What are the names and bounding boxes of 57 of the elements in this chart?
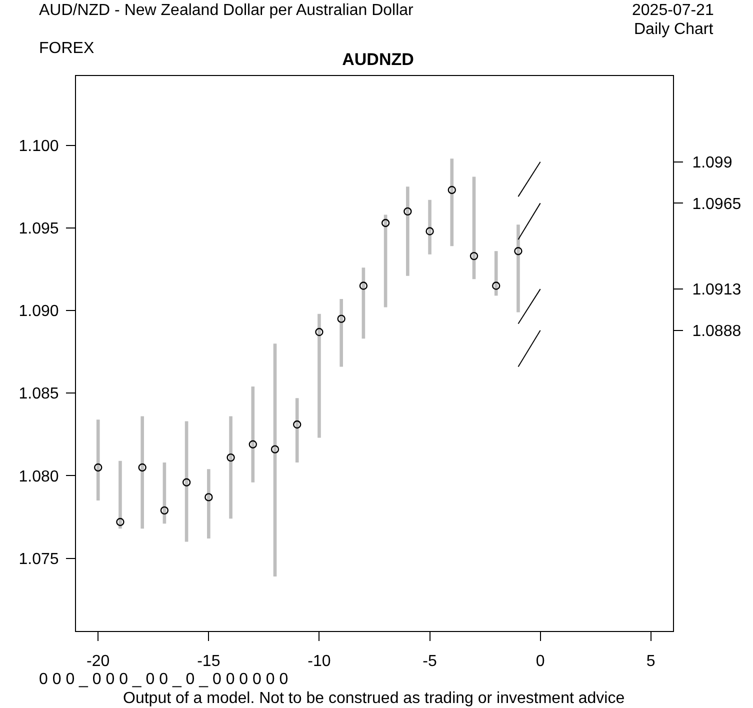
bar	[406, 186, 410, 276]
bar	[118, 460, 122, 529]
point	[204, 493, 213, 502]
y-tick-label: 1.080	[18, 468, 59, 486]
point	[448, 186, 456, 194]
x-tick-label: 5	[646, 653, 656, 670]
point	[226, 453, 235, 462]
bar	[295, 398, 299, 463]
bar	[96, 420, 100, 501]
text: Output of a model. Not to be construed as trading or investment advice	[123, 690, 625, 707]
point	[337, 314, 346, 323]
point	[404, 207, 412, 216]
point	[94, 463, 102, 472]
y2-tick-label: 1.099	[692, 154, 732, 172]
point	[514, 246, 522, 256]
point	[470, 252, 478, 260]
x-tick-label: -10	[308, 653, 331, 670]
bar	[516, 224, 520, 312]
point	[270, 445, 280, 454]
text: FOREX	[39, 40, 94, 57]
point	[426, 227, 434, 236]
y2-tick-label: 1.0913	[692, 282, 742, 299]
point	[138, 463, 146, 472]
point	[359, 282, 368, 290]
bar	[229, 416, 232, 519]
point	[116, 518, 124, 526]
point	[248, 440, 257, 448]
bar	[318, 314, 321, 438]
bar	[450, 158, 454, 246]
text: Daily Chart	[634, 21, 714, 38]
y2-tick-label: 1.0965	[692, 196, 742, 213]
y-tick-label: 1.095	[18, 220, 59, 238]
bar	[251, 386, 255, 482]
y-tick-label: 1.075	[18, 550, 59, 568]
point	[381, 218, 390, 228]
point	[315, 328, 324, 336]
point	[293, 420, 302, 429]
chart-title: AUDNZD	[342, 50, 414, 69]
x-tick-label: -20	[86, 653, 110, 670]
chart-subtitle: AUD/NZD - New Zealand Dollar per Australian Dollar	[39, 2, 414, 19]
text: 0 0 0 _ 0 0 0 _ 0 0 _ 0 _ 0 0 0 0 0 0	[39, 671, 288, 688]
y-tick-label: 1.100	[18, 138, 59, 155]
bar	[140, 416, 144, 529]
y-tick-label: 1.090	[18, 303, 59, 320]
point	[492, 282, 500, 290]
point	[160, 506, 169, 515]
text: 2025-07-21	[632, 2, 714, 19]
bar	[428, 200, 432, 254]
y-tick-label: 1.085	[18, 386, 59, 403]
x-tick-label: -15	[197, 653, 220, 670]
x-tick-label: 0	[536, 653, 545, 670]
y2-tick-label: 1.0888	[692, 322, 742, 340]
bar	[340, 298, 343, 367]
bar	[207, 469, 210, 538]
point	[182, 478, 191, 486]
bar	[494, 251, 498, 296]
x-tick-label: -5	[422, 653, 437, 670]
